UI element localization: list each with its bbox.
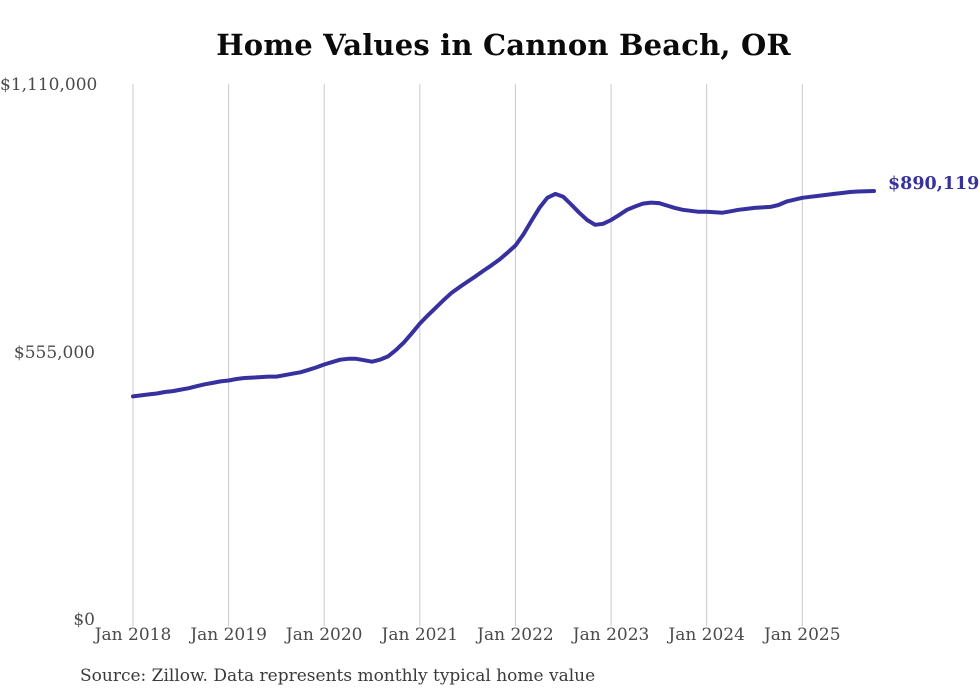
source-note: Source: Zillow. Data represents monthly …	[80, 666, 596, 686]
gridlines-group	[132, 84, 803, 626]
x-tick-label-2021: Jan 2021	[381, 625, 459, 645]
x-tick-label-2022: Jan 2022	[477, 625, 554, 645]
y-tick-label-555000: $555,000	[13, 342, 95, 363]
x-tick-label-2020: Jan 2020	[285, 625, 363, 645]
chart-title: Home Values in Cannon Beach, OR	[216, 28, 791, 62]
x-tick-label-2025: Jan 2025	[763, 625, 841, 645]
y-tick-label-1110000: $1,110,000	[0, 75, 98, 95]
x-tick-label-2019: Jan 2019	[190, 625, 267, 645]
x-tick-label-2018: Jan 2018	[94, 625, 172, 645]
home-value-line	[131, 189, 876, 399]
x-tick-label-2024: Jan 2024	[668, 625, 745, 645]
x-tick-label-2023: Jan 2023	[572, 625, 650, 645]
current-value-label: $890,119	[888, 173, 980, 194]
y-tick-label-0: $0	[73, 610, 95, 630]
